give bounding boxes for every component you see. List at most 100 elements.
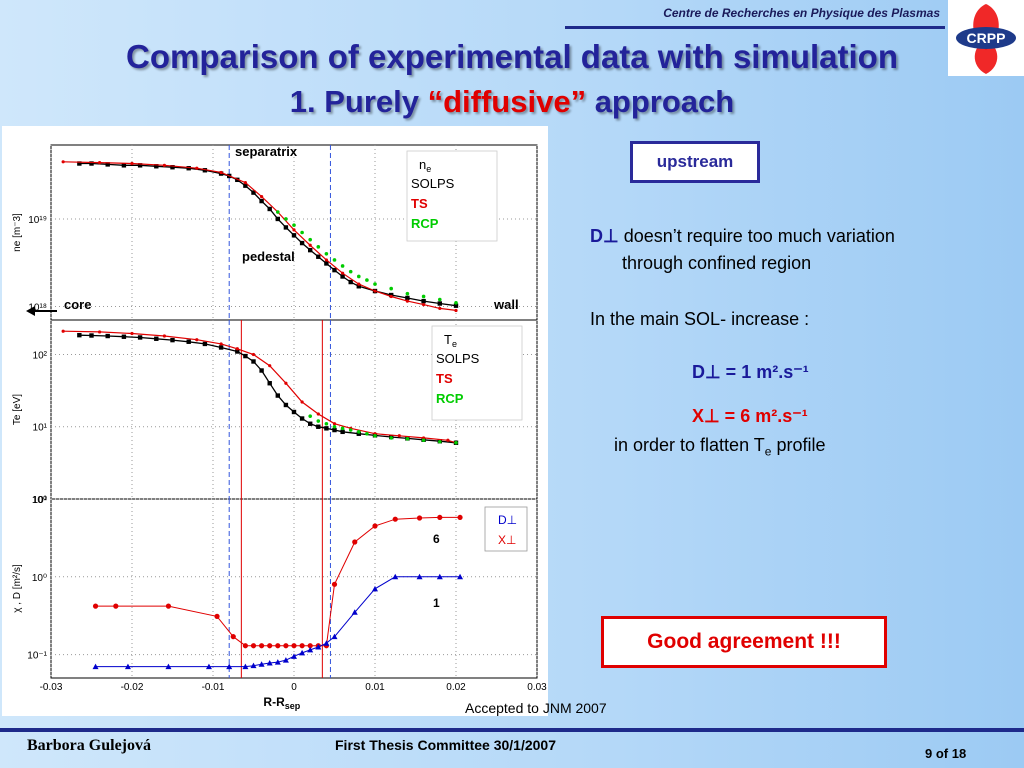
rcp-point bbox=[300, 230, 304, 235]
y-tick-label: 10¹ bbox=[33, 423, 48, 434]
legend-d: D⊥ bbox=[498, 513, 517, 527]
y-tick-label: 10⁰ bbox=[32, 495, 47, 506]
rcp-point bbox=[405, 437, 410, 441]
solps-point bbox=[308, 247, 313, 253]
rcp-point bbox=[340, 426, 345, 431]
rcp-point bbox=[389, 286, 394, 291]
ts-point bbox=[300, 400, 304, 404]
rcp-point bbox=[365, 278, 369, 282]
ts-point bbox=[341, 271, 345, 275]
rcp-point bbox=[292, 223, 296, 227]
solps-point bbox=[316, 254, 321, 259]
rcp-point bbox=[365, 431, 369, 436]
ts-point bbox=[219, 342, 223, 346]
d-point bbox=[124, 663, 131, 670]
solps-point bbox=[251, 190, 256, 195]
solps-point bbox=[170, 165, 175, 170]
x-tick-label: -0.02 bbox=[121, 682, 144, 693]
ts-point bbox=[357, 282, 361, 286]
solps-point bbox=[308, 421, 313, 426]
y-axis-label: χ , D [m²/s] bbox=[12, 564, 23, 613]
rcp-point bbox=[324, 421, 329, 426]
solps-point bbox=[283, 225, 289, 230]
footer-author: Barbora Gulejová bbox=[27, 737, 151, 754]
d-point bbox=[416, 573, 423, 580]
d-line bbox=[95, 576, 461, 668]
rcp-point bbox=[454, 440, 458, 445]
solps-point bbox=[291, 233, 297, 238]
good-agreement-box: Good agreement !!! bbox=[601, 616, 887, 668]
ts-point bbox=[98, 330, 102, 334]
solps-point bbox=[291, 409, 297, 415]
y-tick-label: 10¹⁹ bbox=[28, 215, 47, 226]
legend-x: X⊥ bbox=[498, 533, 516, 547]
solps-point bbox=[275, 216, 280, 222]
d-point bbox=[92, 663, 99, 670]
d-symbol: D⊥ bbox=[590, 226, 619, 246]
solps-point bbox=[437, 301, 442, 306]
chi-point bbox=[331, 581, 338, 587]
chi-point bbox=[242, 643, 248, 649]
y-axis-label: Te [eV] bbox=[12, 394, 23, 425]
rcp-point bbox=[438, 439, 442, 444]
rcp-point bbox=[284, 217, 288, 221]
solps-point bbox=[137, 335, 143, 340]
d-point bbox=[226, 663, 233, 670]
d-point bbox=[266, 659, 273, 666]
x-tick-label: 0.03 bbox=[527, 682, 547, 693]
legend-item: RCP bbox=[411, 216, 439, 231]
chi-point bbox=[372, 523, 378, 529]
ts-point bbox=[332, 422, 337, 426]
solps-point bbox=[421, 298, 426, 304]
d-point bbox=[258, 661, 265, 667]
wall-label: wall bbox=[493, 297, 519, 312]
d-point bbox=[331, 633, 338, 640]
solps-point bbox=[259, 368, 264, 373]
solps-point bbox=[332, 427, 337, 433]
x-tick-label: -0.03 bbox=[40, 682, 63, 693]
core-arrow-icon bbox=[26, 306, 35, 316]
d-point bbox=[274, 659, 281, 665]
solps-point bbox=[243, 353, 248, 359]
slide-subtitle: 1. Purely “diffusive” approach bbox=[0, 84, 1024, 120]
chi-point bbox=[259, 643, 265, 649]
y-tick-label: 10⁰ bbox=[32, 573, 47, 584]
ts-point bbox=[195, 166, 199, 170]
rcp-point bbox=[332, 424, 337, 429]
chi-point bbox=[113, 603, 119, 609]
footer-event: First Thesis Committee 30/1/2007 bbox=[335, 737, 556, 753]
rcp-point bbox=[373, 282, 377, 286]
y-axis-label: ne [m⁻3] bbox=[12, 213, 23, 252]
y-tick-label: 10² bbox=[33, 350, 48, 361]
x-tick-label: 0.01 bbox=[365, 682, 385, 693]
rcp-point bbox=[324, 251, 329, 256]
rcp-point bbox=[389, 436, 394, 440]
d-point bbox=[282, 657, 289, 663]
chi-point bbox=[275, 643, 281, 649]
chi-point bbox=[437, 514, 443, 521]
rcp-point bbox=[357, 274, 361, 279]
x-tick-label: -0.01 bbox=[202, 682, 225, 693]
chi-point bbox=[267, 643, 273, 649]
rcp-point bbox=[276, 210, 280, 214]
legend-item: SOLPS bbox=[411, 176, 455, 191]
rcp-point bbox=[405, 291, 410, 296]
legend-item: SOLPS bbox=[436, 351, 480, 366]
footer-rule bbox=[0, 728, 1024, 732]
solps-point bbox=[251, 359, 256, 364]
solps-point bbox=[202, 341, 208, 347]
chi-value-label: 6 bbox=[433, 532, 440, 546]
chi-point bbox=[392, 516, 398, 522]
flatten-suffix: profile bbox=[771, 435, 826, 455]
ts-fit-line bbox=[63, 161, 457, 311]
chi-point bbox=[352, 539, 358, 545]
rcp-point bbox=[421, 294, 426, 299]
ts-point bbox=[235, 347, 239, 351]
y-tick-label: 10⁻¹ bbox=[27, 651, 47, 662]
solps-point bbox=[267, 381, 272, 386]
chi-point bbox=[250, 643, 257, 649]
accepted-note: Accepted to JNM 2007 bbox=[465, 700, 607, 716]
legend-item: RCP bbox=[436, 391, 464, 406]
solps-point bbox=[202, 168, 208, 173]
ts-point bbox=[405, 299, 409, 303]
